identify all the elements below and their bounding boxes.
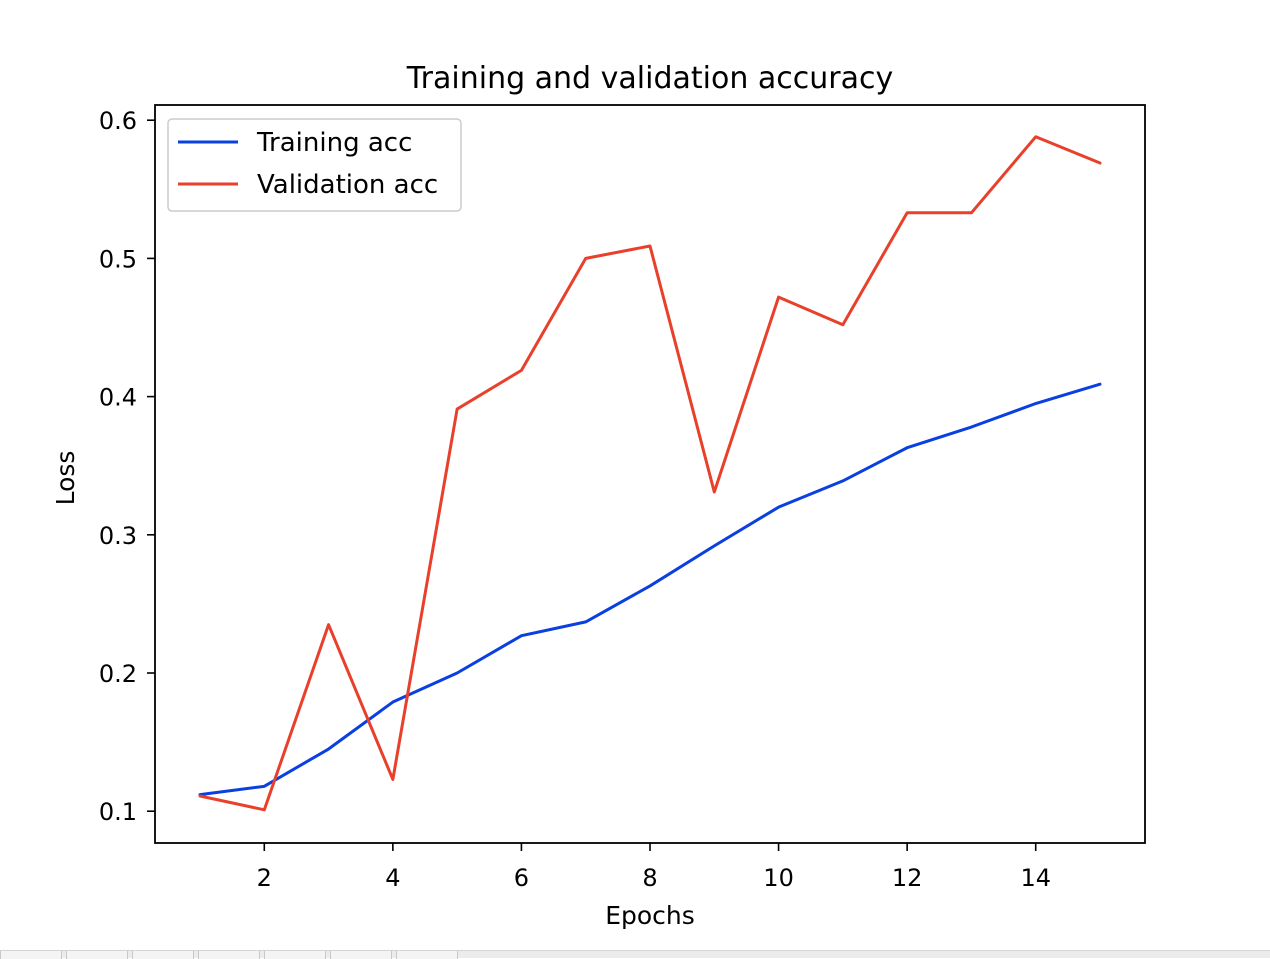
series-line-training: [198, 382, 1102, 797]
y-axis: 0.1 0.2 0.3 0.4 0.5 0.6: [99, 107, 155, 826]
x-tick-label: 8: [642, 864, 657, 892]
x-tick-label: 12: [892, 864, 923, 892]
x-axis: 2 4 6 8 10 12 14: [257, 843, 1051, 892]
y-tick-label: 0.1: [99, 798, 137, 826]
x-tick-label: 10: [763, 864, 794, 892]
toolbar-button[interactable]: [132, 951, 194, 959]
toolbar-button[interactable]: [198, 951, 260, 959]
toolbar-button[interactable]: [264, 951, 326, 959]
toolbar-button[interactable]: [330, 951, 392, 959]
x-tick-label: 4: [385, 864, 400, 892]
x-axis-label: Epochs: [605, 901, 695, 930]
x-tick-label: 2: [257, 864, 272, 892]
toolbar-button[interactable]: [66, 951, 128, 959]
plot-area: [198, 135, 1102, 812]
chart-title: Training and validation accuracy: [406, 61, 893, 96]
legend-box: [167, 118, 462, 212]
toolbar-button[interactable]: [396, 951, 458, 959]
y-tick-label: 0.6: [99, 107, 137, 135]
legend-label-validation: Validation acc: [257, 170, 438, 200]
y-tick-label: 0.3: [99, 522, 137, 550]
y-axis-label: Loss: [51, 451, 80, 506]
series-line-validation: [198, 135, 1102, 812]
toolbar-strip: [0, 950, 1270, 959]
legend: Training acc Validation acc: [167, 118, 462, 212]
toolbar-button[interactable]: [0, 951, 62, 959]
y-tick-label: 0.4: [99, 384, 137, 412]
y-tick-label: 0.2: [99, 660, 137, 688]
x-tick-label: 6: [514, 864, 529, 892]
legend-label-training: Training acc: [256, 128, 412, 158]
y-tick-label: 0.5: [99, 245, 137, 273]
plot-frame: [154, 104, 1146, 844]
x-tick-label: 14: [1020, 864, 1051, 892]
